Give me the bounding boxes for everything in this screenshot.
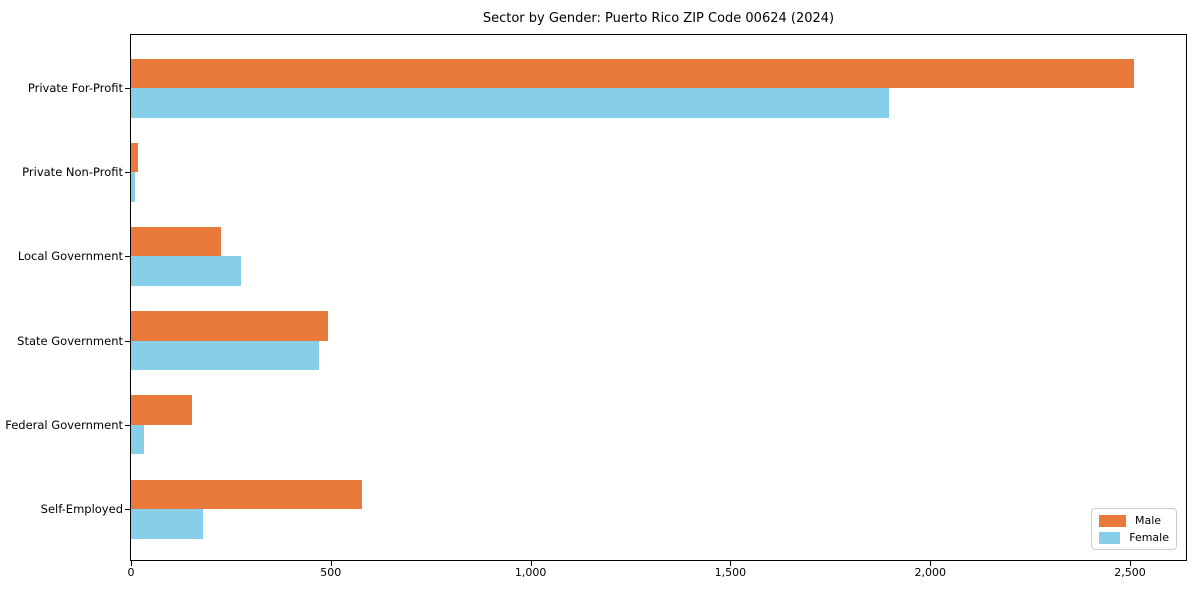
x-tick-mark bbox=[1130, 561, 1132, 566]
x-tick-mark bbox=[330, 561, 332, 566]
x-tick-mark bbox=[131, 561, 132, 566]
y-tick-label-self-employed: Self-Employed bbox=[40, 502, 123, 516]
bar-male-local-government bbox=[131, 226, 222, 257]
bar-female-state-government bbox=[131, 340, 320, 371]
bar-female-private-non-profit bbox=[131, 172, 135, 202]
bar-male-state-government bbox=[131, 311, 328, 341]
y-tick-mark bbox=[125, 256, 130, 258]
legend-label-male: Male bbox=[1135, 514, 1162, 527]
bar-female-self-employed bbox=[131, 509, 203, 539]
plot-area bbox=[130, 34, 1187, 561]
bar-male-private-non-profit bbox=[131, 142, 139, 173]
x-tick-label-2500: 2,500 bbox=[1114, 566, 1146, 579]
legend-swatch-female-icon bbox=[1099, 531, 1121, 544]
bar-female-local-government bbox=[131, 256, 241, 286]
y-tick-mark bbox=[125, 509, 130, 510]
legend-swatch-male-icon bbox=[1099, 514, 1126, 527]
y-tick-label-private-non-profit: Private Non-Profit bbox=[22, 165, 123, 180]
bar-female-private-for-profit bbox=[131, 88, 890, 118]
bar-male-federal-government bbox=[131, 395, 192, 425]
y-tick-mark bbox=[125, 172, 130, 174]
x-tick-label-1500: 1,500 bbox=[714, 566, 747, 579]
x-tick-mark bbox=[530, 561, 532, 566]
legend-label-female: Female bbox=[1129, 531, 1169, 544]
bar-male-private-for-profit bbox=[131, 58, 1135, 88]
x-tick-mark bbox=[730, 561, 732, 566]
legend-item-male: Male bbox=[1099, 514, 1169, 527]
x-tick-label-1000: 1,000 bbox=[514, 566, 547, 579]
x-tick-mark bbox=[930, 561, 932, 566]
y-tick-mark bbox=[125, 88, 130, 89]
y-tick-mark bbox=[125, 340, 130, 342]
legend-item-female: Female bbox=[1099, 531, 1169, 544]
y-tick-label-private-for-profit: Private For-Profit bbox=[27, 81, 123, 95]
y-tick-label-local-government: Local Government bbox=[17, 249, 123, 264]
y-tick-label-federal-government: Federal Government bbox=[5, 417, 123, 432]
y-tick-label-state-government: State Government bbox=[17, 333, 123, 348]
bar-male-self-employed bbox=[131, 479, 362, 509]
chart-title: Sector by Gender: Puerto Rico ZIP Code 0… bbox=[482, 11, 835, 26]
x-tick-label-0: 0 bbox=[127, 566, 135, 579]
legend: Male Female bbox=[1091, 508, 1177, 550]
x-tick-label-2000: 2,000 bbox=[914, 566, 946, 579]
bar-female-federal-government bbox=[131, 424, 145, 455]
x-tick-label-500: 500 bbox=[320, 566, 342, 579]
y-tick-mark bbox=[125, 424, 130, 426]
